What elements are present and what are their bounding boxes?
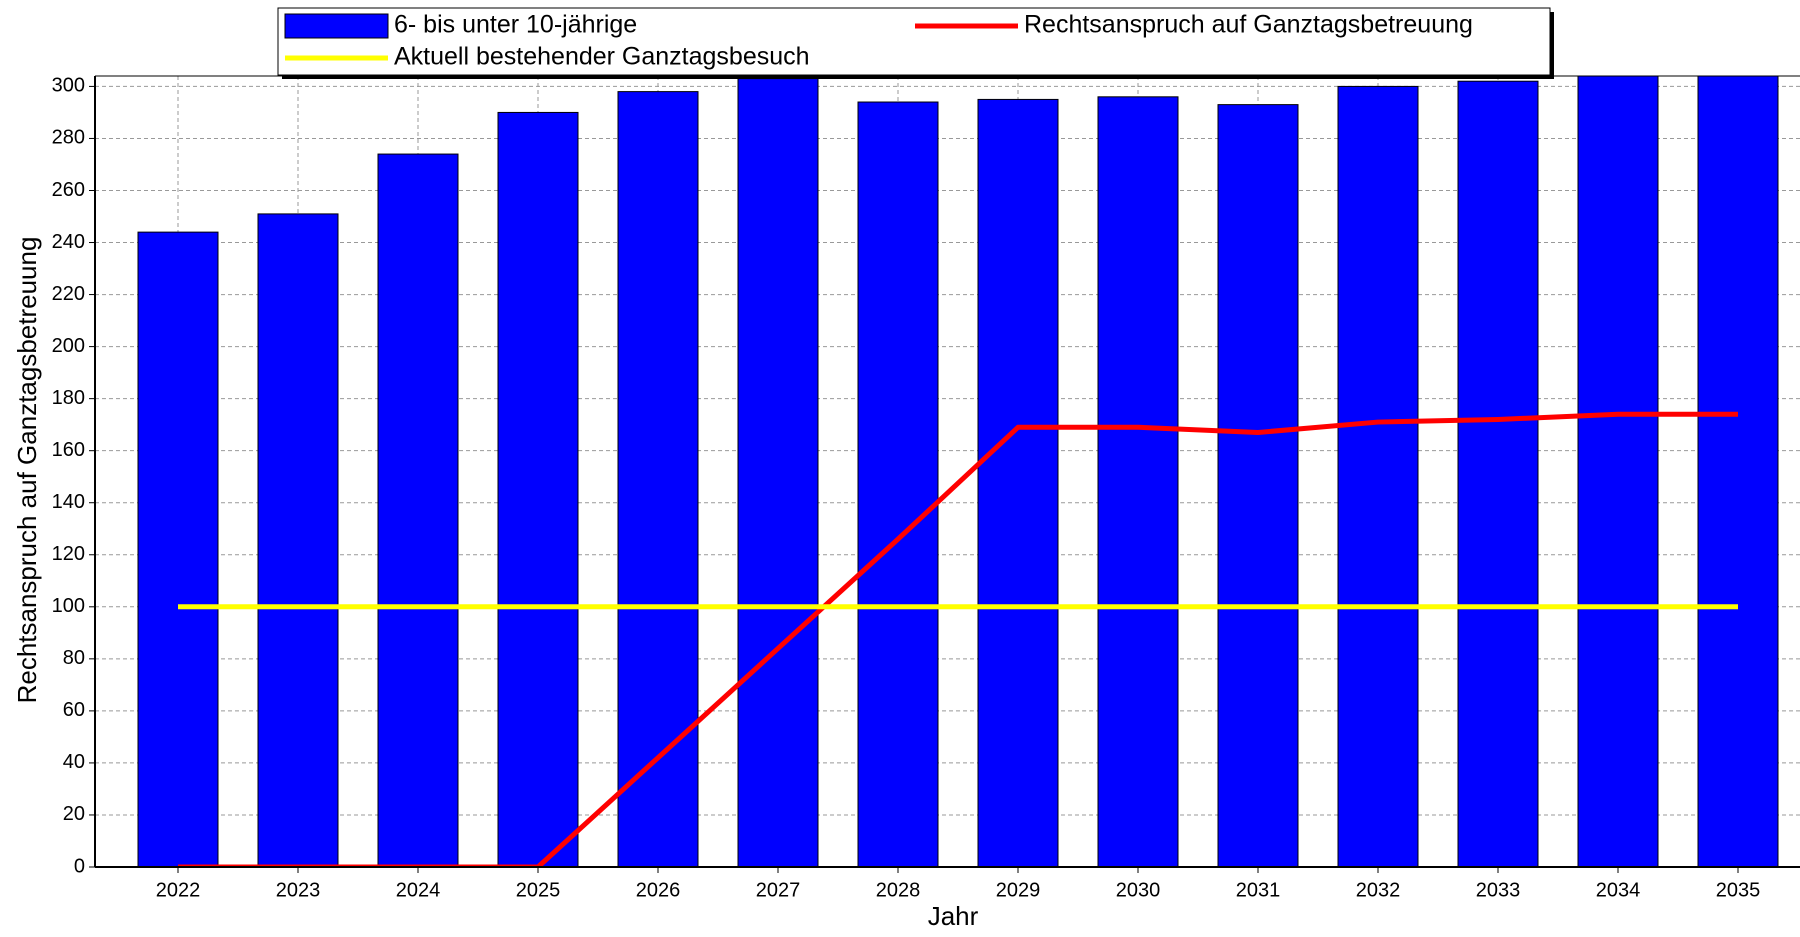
x-tick-label: 2027 (756, 879, 801, 901)
bar (1337, 85, 1419, 867)
bar (377, 153, 459, 867)
y-tick-label: 200 (52, 335, 85, 357)
legend: 6- bis unter 10-jährige Rechtsanspruch au… (277, 7, 1554, 79)
y-tick-label: 180 (52, 387, 85, 409)
x-tick-label: 2033 (1476, 879, 1521, 901)
y-tick-label: 40 (63, 751, 85, 773)
x-tick-label: 2034 (1596, 879, 1641, 901)
x-tick-label: 2026 (636, 879, 681, 901)
bar (257, 213, 339, 867)
x-tick-label: 2025 (516, 879, 561, 901)
bar (1457, 80, 1539, 867)
y-tick-label: 60 (63, 699, 85, 721)
y-tick-label: 80 (63, 647, 85, 669)
x-tick-label: 2023 (276, 879, 321, 901)
bar (1697, 76, 1779, 867)
y-tick-label: 160 (52, 439, 85, 461)
y-tick-label: 120 (52, 543, 85, 565)
x-tick-label: 2035 (1716, 879, 1761, 901)
legend-box (277, 7, 1551, 76)
y-tick-label: 240 (52, 231, 85, 253)
x-tick-label: 2032 (1356, 879, 1401, 901)
x-tick-label: 2030 (1116, 879, 1161, 901)
y-tick-label: 300 (52, 75, 85, 97)
y-tick-label: 20 (63, 803, 85, 825)
x-tick-label: 2024 (396, 879, 441, 901)
bar (497, 111, 579, 867)
x-axis-title: Jahr (928, 901, 979, 931)
bar (1097, 96, 1179, 867)
y-tick-label: 0 (74, 855, 85, 877)
x-tick-label: 2022 (156, 879, 201, 901)
legend-label: Rechtsanspruch auf Ganztagsbetreuung (1024, 11, 1473, 39)
y-tick-label: 100 (52, 595, 85, 617)
legend-label: Aktuell bestehender Ganztagsbesuch (394, 43, 810, 71)
bar (737, 78, 819, 867)
legend-swatch (284, 13, 389, 39)
legend-label: 6- bis unter 10-jährige (394, 11, 637, 39)
x-tick-label: 2029 (996, 879, 1041, 901)
bar (1217, 104, 1299, 867)
bar (137, 231, 219, 867)
y-tick-label: 220 (52, 283, 85, 305)
y-tick-label: 140 (52, 491, 85, 513)
x-tick-label: 2031 (1236, 879, 1281, 901)
y-tick-label: 260 (52, 179, 85, 201)
bar (1577, 76, 1659, 867)
bar (977, 98, 1059, 867)
line (178, 411, 1738, 867)
y-tick-label: 280 (52, 127, 85, 149)
x-tick-label: 2028 (876, 879, 921, 901)
bar (617, 91, 699, 867)
y-axis-title: Rechtsanspruch auf Ganztagsbetreuung (12, 237, 42, 704)
bar (857, 101, 939, 867)
